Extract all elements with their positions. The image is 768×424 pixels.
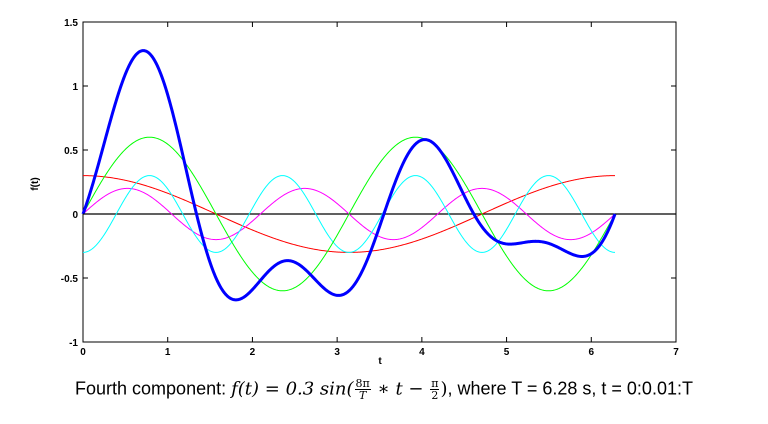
line-chart: 0 1 2 3 4 5 6 7 -1 -0.5 0 0.5 1 1.5 t f(t): [30, 18, 679, 367]
series-line-cyan: [82, 175, 616, 253]
caption-frac2-denominator: 2: [431, 389, 439, 402]
x-tick-label: 5: [504, 347, 510, 358]
tick-layer: 0 1 2 3 4 5 6 7 -1 -0.5 0 0.5 1 1.5: [61, 18, 679, 358]
x-axis-label: t: [378, 356, 382, 367]
x-tick-label: 6: [589, 347, 595, 358]
y-tick-label: 0: [72, 210, 78, 221]
caption-suffix: , where T = 6.28 s, t = 0:0.01:T: [447, 378, 693, 399]
caption-prefix: Fourth component:: [75, 378, 232, 399]
x-tick-label: 1: [165, 347, 171, 358]
y-axis-label: f(t): [30, 177, 41, 190]
series-line-green: [82, 136, 616, 292]
x-tick-label: 7: [673, 347, 679, 358]
caption-frac-numerator: 8π: [354, 377, 371, 390]
caption-fraction-8pi-over-t: 8π T: [354, 377, 371, 402]
y-tick-label: 1: [72, 82, 78, 93]
x-tick-label: 4: [419, 347, 425, 358]
y-tick-label: -1: [69, 338, 78, 349]
formula-caption: Fourth component: f(t) = 0.3 sin(8π T ∗ t…: [0, 378, 768, 401]
x-tick-label: 3: [334, 347, 340, 358]
caption-formula-lhs: f(t) = 0.3 sin(: [231, 378, 354, 400]
y-tick-label: 0.5: [64, 146, 78, 157]
x-tick-label: 2: [250, 347, 256, 358]
y-tick-label: -0.5: [61, 274, 79, 285]
plot-area: [82, 21, 677, 343]
series-layer: [81, 49, 676, 302]
series-line-blue-sum: [81, 49, 617, 302]
caption-formula-mid: ∗ t −: [371, 378, 430, 400]
caption-frac2-numerator: π: [430, 377, 440, 390]
x-tick-label: 0: [80, 347, 86, 358]
y-tick-label: 1.5: [64, 18, 78, 29]
caption-frac-denominator: T: [358, 389, 367, 402]
caption-formula-close: ): [440, 378, 448, 400]
